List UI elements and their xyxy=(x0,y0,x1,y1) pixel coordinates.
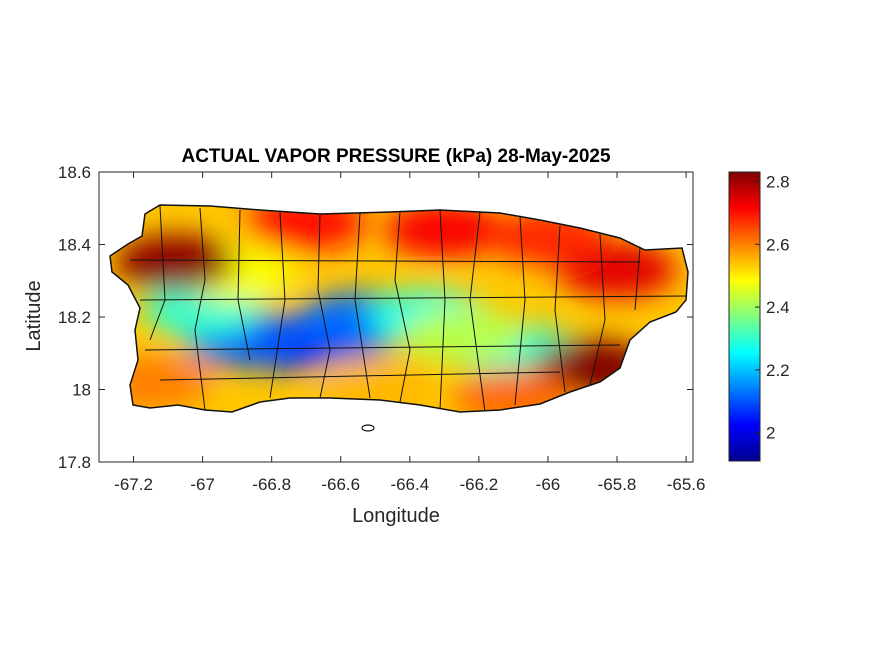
x-tick-label: -66.6 xyxy=(321,475,360,494)
x-tick-label: -66.4 xyxy=(390,475,429,494)
colorbar xyxy=(728,171,761,462)
municipality-line xyxy=(589,233,606,386)
x-axis-label: Longitude xyxy=(352,505,440,527)
x-tick-label: -66 xyxy=(536,475,561,494)
x-tick-label: -66.8 xyxy=(252,475,291,494)
colorbar-tick-label: 2 xyxy=(766,424,775,443)
field-cell xyxy=(114,234,235,291)
municipality-line xyxy=(144,344,621,351)
field-cell xyxy=(384,205,505,258)
municipality-line xyxy=(554,225,566,393)
municipality-line xyxy=(237,209,251,361)
colorbar-tick-label: 2.8 xyxy=(766,172,790,191)
colorbar-ticks: 2 2.2 2.4 2.6 2.8 xyxy=(755,172,790,443)
municipality-line xyxy=(439,209,446,411)
municipality-line xyxy=(269,211,286,399)
y-tick-label: 18 xyxy=(72,381,91,400)
colorbar-tick-label: 2.6 xyxy=(766,235,790,254)
municipality-line xyxy=(469,211,486,412)
x-tick-label: -66.2 xyxy=(460,475,499,494)
x-tick-label: -65.8 xyxy=(598,475,637,494)
municipality-line xyxy=(514,215,526,406)
y-tick-label: 17.8 xyxy=(58,453,91,472)
municipality-line xyxy=(129,259,641,263)
y-axis: 17.8 18 18.2 18.4 18.6 xyxy=(58,163,693,472)
y-tick-label: 18.2 xyxy=(58,308,91,327)
municipality-line xyxy=(317,213,331,399)
colorbar-tick-label: 2.4 xyxy=(766,298,790,317)
caja-de-muertos-island xyxy=(361,424,375,432)
municipality-line xyxy=(394,211,411,403)
x-axis: -67.2 -67 -66.8 -66.6 -66.4 -66.2 -66 -65.8 -65.… xyxy=(114,172,705,494)
x-tick-label: -65.6 xyxy=(667,475,706,494)
municipality-line xyxy=(354,212,371,399)
municipality-line xyxy=(159,371,561,381)
field-cell xyxy=(401,307,522,364)
x-tick-label: -67.2 xyxy=(114,475,153,494)
y-tick-label: 18.4 xyxy=(58,236,91,255)
island-outline xyxy=(109,204,689,413)
y-tick-label: 18.6 xyxy=(58,163,91,182)
municipality-line xyxy=(634,247,641,311)
municipality-line xyxy=(194,207,206,411)
x-tick-label: -67 xyxy=(190,475,215,494)
y-axis-label: Latitude xyxy=(23,280,45,351)
municipality-line xyxy=(139,295,688,301)
municipality-boundaries xyxy=(129,205,688,412)
chart-title: ACTUAL VAPOR PRESSURE (kPa) 28-May-2025 xyxy=(181,146,610,167)
colorbar-tick-label: 2.2 xyxy=(766,361,790,380)
